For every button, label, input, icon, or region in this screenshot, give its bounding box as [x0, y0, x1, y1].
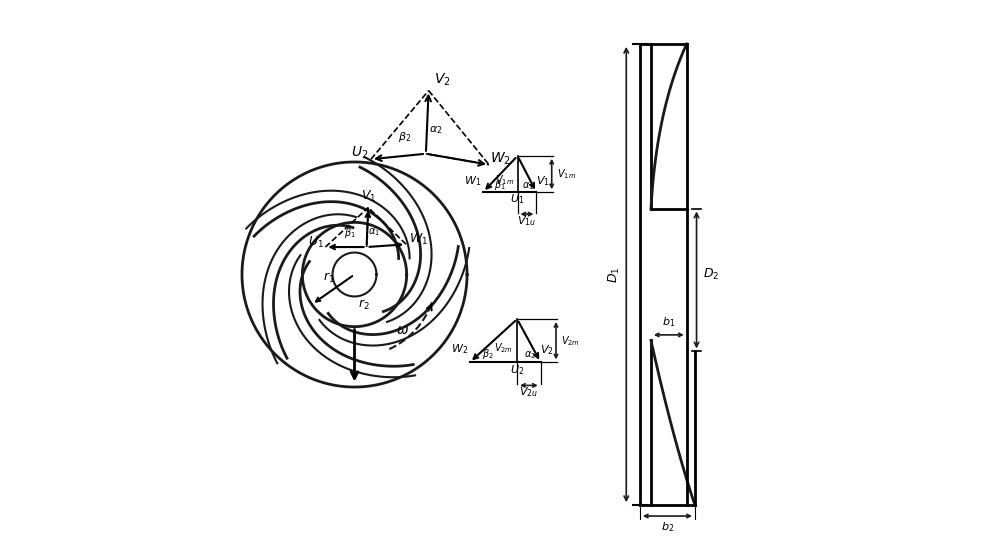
Text: $V_{2m}$: $V_{2m}$	[561, 334, 581, 348]
Text: $V_2$: $V_2$	[434, 72, 451, 88]
Text: $W_2$: $W_2$	[490, 151, 510, 167]
Text: $\alpha_2$: $\alpha_2$	[524, 349, 536, 361]
Text: $V_1$: $V_1$	[536, 174, 550, 188]
Text: $U_1$: $U_1$	[510, 193, 525, 206]
Text: $\alpha_2$: $\alpha_2$	[429, 124, 443, 136]
Text: $V_{1u}$: $V_{1u}$	[517, 214, 537, 228]
Text: $W_2$: $W_2$	[451, 343, 468, 356]
Text: $V_{1m}$: $V_{1m}$	[557, 167, 576, 181]
Text: $V_2$: $V_2$	[540, 344, 554, 357]
Text: $r_2$: $r_2$	[358, 298, 370, 311]
Text: $r_1$: $r_1$	[323, 271, 335, 285]
Text: $U_2$: $U_2$	[351, 144, 369, 161]
Text: $\alpha_1$: $\alpha_1$	[522, 180, 534, 192]
Text: $W_1$: $W_1$	[464, 174, 482, 188]
Text: $U_1$: $U_1$	[308, 234, 323, 249]
Text: $\beta_1$: $\beta_1$	[344, 226, 356, 240]
Text: $V_{2u}$: $V_{2u}$	[519, 385, 538, 399]
Text: $V_{2m}$: $V_{2m}$	[494, 341, 513, 355]
Text: $U_2$: $U_2$	[510, 363, 524, 377]
Text: $\beta_2$: $\beta_2$	[398, 130, 412, 144]
Text: $W_1$: $W_1$	[409, 232, 428, 247]
Text: $\beta_1$: $\beta_1$	[494, 178, 506, 192]
Text: $D_2$: $D_2$	[703, 267, 719, 282]
Text: $V_1$: $V_1$	[361, 189, 376, 204]
Text: $\omega$: $\omega$	[396, 323, 409, 337]
Text: $\alpha_1$: $\alpha_1$	[368, 226, 380, 238]
Text: $b_1$: $b_1$	[662, 315, 675, 329]
Text: $D_1$: $D_1$	[607, 266, 622, 283]
Text: $\beta_2$: $\beta_2$	[482, 347, 494, 361]
Text: $V_{1m}$: $V_{1m}$	[495, 173, 514, 187]
Text: $b_2$: $b_2$	[661, 520, 674, 534]
